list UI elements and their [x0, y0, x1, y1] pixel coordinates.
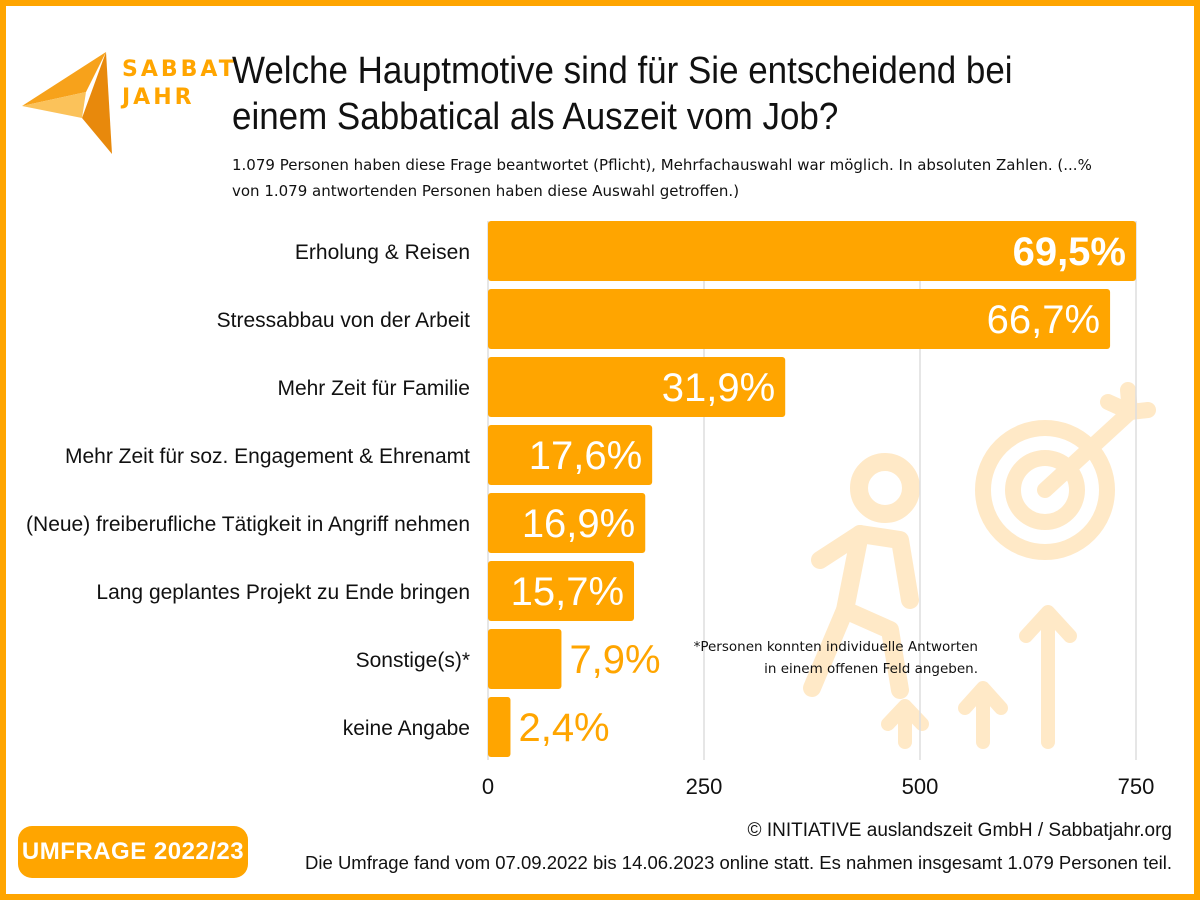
category-label: keine Angabe [343, 717, 470, 740]
sabbatjahr-logo [22, 52, 112, 154]
bar [488, 357, 786, 417]
footnote-line-1: *Personen konnten individuelle Antworten [693, 639, 978, 655]
category-label: Mehr Zeit für soz. Engagement & Ehrenamt [65, 445, 470, 468]
target-icon [975, 382, 1156, 560]
bars [488, 221, 1136, 757]
copyright-text: © INITIATIVE auslandszeit GmbH / Sabbatj… [747, 820, 1172, 841]
logo-text: SABBAT JAHR [122, 56, 237, 112]
footnote-line-2: in einem offenen Feld angeben. [764, 661, 978, 677]
value-label: 2,4% [518, 706, 609, 750]
category-label: Erholung & Reisen [295, 241, 470, 264]
bar [488, 289, 1111, 349]
value-label: 17,6% [529, 434, 642, 478]
logo-line-2: JAHR [122, 85, 195, 110]
x-tick-label: 250 [686, 774, 723, 799]
person-icon [803, 453, 920, 699]
x-tick-label: 0 [482, 774, 494, 799]
bar [488, 697, 511, 757]
arrow-up-icons [881, 605, 1077, 749]
value-label: 66,7% [987, 298, 1100, 342]
bar [488, 221, 1136, 281]
page-title: Welche Hauptmotive sind für Sie entschei… [232, 50, 1013, 138]
survey-badge: UMFRAGE 2022/23 [18, 826, 248, 878]
value-label: 16,9% [522, 502, 635, 546]
logo-line-1: SABBAT [122, 57, 237, 82]
footnote: *Personen konnten individuelle Antworten… [640, 636, 978, 680]
logo-arrow-right [82, 52, 112, 154]
page-subtitle: 1.079 Personen haben diese Frage beantwo… [232, 156, 1092, 200]
category-label: Stressabbau von der Arbeit [217, 309, 470, 332]
category-label: Lang geplantes Projekt zu Ende bringen [96, 581, 470, 604]
value-label: 31,9% [662, 366, 775, 410]
category-labels: Erholung & Reisen Stressabbau von der Arb… [26, 241, 470, 740]
survey-info: Die Umfrage fand vom 07.09.2022 bis 14.0… [305, 852, 1172, 873]
value-labels: 69,5% 66,7% 31,9% 17,6% 16,9% 15,7% 7,9% 2,4% [511, 230, 1126, 750]
category-label: Sonstige(s)* [356, 649, 470, 672]
x-tick-label: 750 [1118, 774, 1155, 799]
category-label: (Neue) freiberufliche Tätigkeit in Angri… [26, 513, 470, 536]
logo-arrow-inner [22, 92, 86, 118]
x-axis-ticks: 0 250 500 750 [482, 774, 1154, 799]
value-label: 7,9% [569, 638, 660, 682]
bar [488, 493, 646, 553]
logo-arrow-top [22, 52, 106, 106]
value-label: 15,7% [511, 570, 624, 614]
bar [488, 629, 562, 689]
x-tick-label: 500 [902, 774, 939, 799]
category-label: Mehr Zeit für Familie [277, 377, 470, 400]
bar [488, 425, 653, 485]
background-illustration [803, 382, 1156, 749]
bar [488, 561, 635, 621]
value-label: 69,5% [1013, 230, 1126, 274]
